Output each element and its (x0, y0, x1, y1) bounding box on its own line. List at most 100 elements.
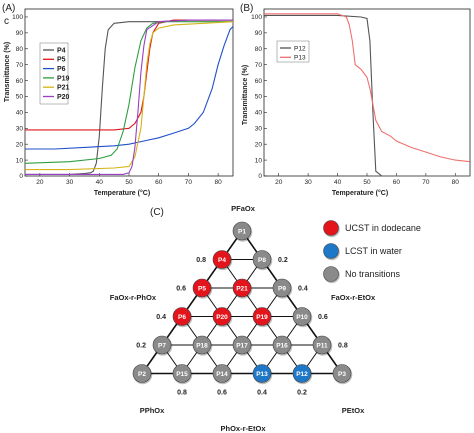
node-marker (212, 307, 232, 326)
chart-b: Transmittance (%) Temperature (°C) 20 30 4… (242, 8, 471, 197)
node-marker (172, 364, 192, 383)
legend-label: No transitions (345, 269, 401, 279)
node-label: P7 (158, 342, 166, 349)
node-marker (212, 364, 232, 383)
series-line-p4 (25, 19, 233, 175)
right-fraction: 0.2 (278, 257, 288, 264)
node-label: P18 (196, 342, 208, 349)
plot-frame (263, 8, 471, 177)
ternary-diagram: PFaOx FaOx-r-PhOx FaOx-r-EtOx PPhOx PEtO… (110, 204, 376, 433)
y-tick-label: 0 (258, 173, 262, 180)
side-right-label: FaOx-r-EtOx (331, 293, 376, 302)
node-p20: P20 (212, 307, 233, 328)
node-marker (252, 307, 272, 326)
left-fraction: 0.2 (136, 343, 146, 350)
y-tick-label: 30 (16, 125, 24, 132)
node-p17: P17 (232, 335, 253, 356)
legend-marker (323, 266, 339, 282)
node-marker (272, 278, 292, 298)
left-fraction: 0.4 (156, 314, 166, 321)
node-label: P4 (218, 257, 226, 264)
series-line-p20 (25, 19, 233, 175)
node-label: P6 (178, 314, 186, 321)
node-label: P17 (236, 342, 248, 349)
series-line-p6 (25, 26, 234, 150)
node-p6: P6 (172, 307, 193, 328)
y-tick-label: 50 (255, 94, 263, 101)
node-p21: P21 (232, 278, 253, 299)
bottom-fraction: 0.2 (297, 390, 307, 397)
node-p8: P8 (252, 250, 273, 271)
corner-right-label: PEtOx (342, 406, 365, 415)
grid-line (221, 287, 283, 374)
legend-entry: P5 (57, 57, 66, 64)
legend-box (39, 42, 69, 105)
legend-label: UCST in dodecane (345, 223, 421, 233)
series-line-p13 (264, 13, 471, 163)
node-marker (252, 364, 272, 383)
y-tick-label: 40 (16, 110, 24, 117)
node-label: P3 (338, 371, 346, 378)
legend-entry: P12 (294, 45, 306, 52)
legend-entry: P4 (57, 47, 66, 54)
node-marker (232, 278, 252, 298)
node-marker (192, 335, 212, 355)
ternary-legend: UCST in dodecane LCST in water No transiti… (323, 220, 421, 284)
left-fraction: 0.6 (176, 286, 186, 293)
node-marker (132, 364, 152, 383)
y-tick-label: 40 (255, 110, 263, 117)
node-p5: P5 (192, 278, 213, 299)
x-tick-label: 60 (155, 179, 163, 186)
node-marker (292, 307, 312, 326)
x-tick-label: 60 (393, 179, 401, 186)
y-tick-label: 80 (255, 46, 263, 53)
x-tick-label: 50 (363, 179, 371, 186)
node-label: P13 (256, 371, 268, 378)
series-line-p12 (264, 14, 470, 177)
y-tick-label: 100 (251, 14, 262, 21)
y-tick-label: 60 (255, 78, 263, 85)
node-p3: P3 (332, 364, 353, 385)
node-label: P19 (256, 314, 268, 321)
side-left-label: FaOx-r-PhOx (110, 293, 157, 302)
node-p18: P18 (192, 335, 213, 356)
node-marker (232, 335, 252, 355)
node-p7: P7 (152, 335, 173, 356)
node-p10: P10 (292, 307, 313, 328)
y-tick-label: 90 (255, 30, 263, 37)
node-p9: P9 (272, 278, 293, 299)
legend-marker (323, 220, 339, 236)
node-label: P1 (238, 228, 246, 235)
node-label: P5 (198, 285, 206, 292)
node-label: P21 (236, 285, 248, 292)
y-tick-label: 60 (16, 78, 24, 85)
panel-a-label: (A) (2, 3, 15, 14)
corner-top-label: PFaOx (231, 204, 256, 213)
y-tick-label: 20 (16, 141, 24, 148)
node-p12: P12 (292, 364, 313, 385)
corner-left-label: PPhOx (140, 406, 165, 415)
grid-line (201, 287, 263, 374)
legend-entry: P19 (57, 75, 70, 82)
node-marker (192, 278, 212, 298)
node-p2: P2 (132, 364, 153, 385)
node-p1: P1 (232, 221, 253, 242)
node-marker (252, 250, 272, 269)
node-p13: P13 (252, 364, 273, 385)
bottom-fraction: 0.8 (177, 390, 187, 397)
node-label: P16 (276, 342, 288, 349)
node-marker (312, 335, 332, 355)
series-line-p21 (25, 21, 234, 171)
node-label: P9 (278, 285, 286, 292)
node-p16: P16 (272, 335, 293, 356)
right-fraction: 0.4 (298, 286, 308, 293)
legend-marker (323, 243, 339, 259)
node-p4: P4 (212, 250, 233, 271)
y-tick-label: 90 (16, 30, 24, 37)
x-tick-label: 70 (422, 179, 430, 186)
node-marker (232, 221, 252, 241)
node-marker (152, 335, 172, 355)
node-label: P15 (176, 371, 188, 378)
x-tick-label: 80 (452, 179, 460, 186)
